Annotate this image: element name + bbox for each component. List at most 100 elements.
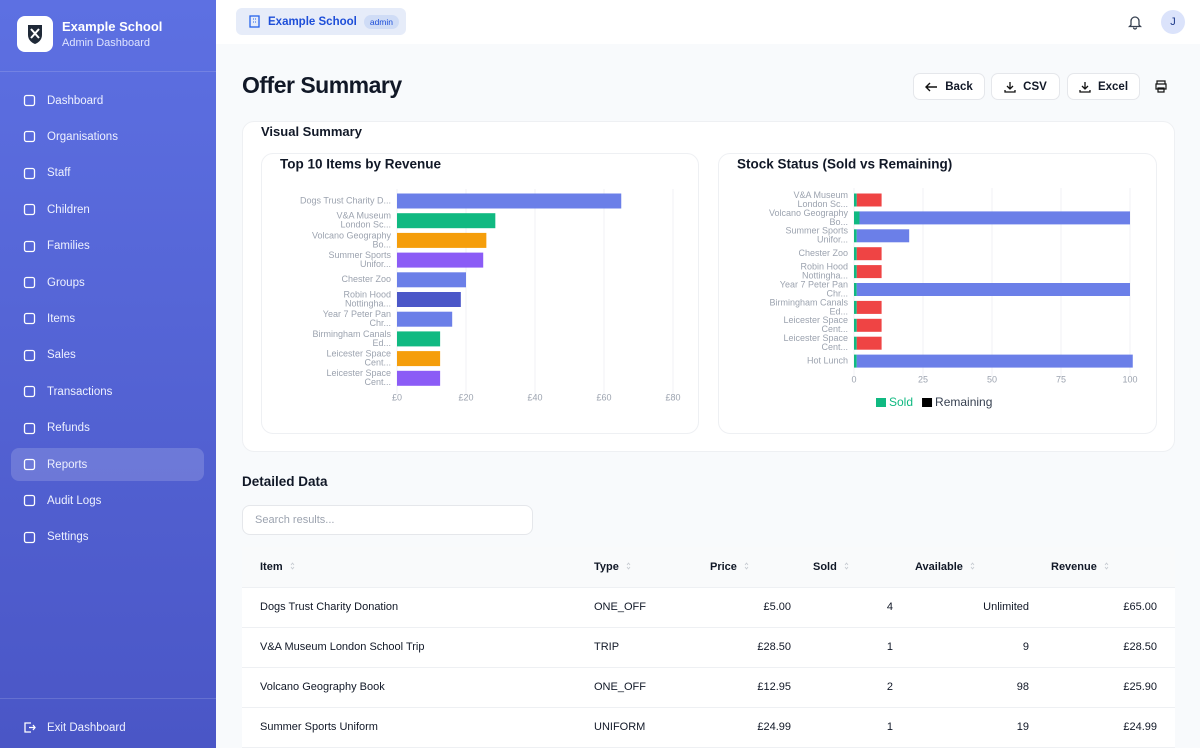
nav-label: Items [47,312,76,325]
table-row: Dogs Trust Charity Donation ONE_OFF £5.00 4… [242,587,1175,628]
y-tick-label: Volcano Geography [312,230,392,240]
table-cell: TRIP [576,627,688,668]
table-cell: 2 [791,667,893,708]
y-tick-label: Leicester Space [783,333,848,343]
nav-item[interactable]: Children [11,193,204,226]
y-tick-label: Cent... [821,342,848,352]
bar-segment [856,193,882,207]
table-cell: £28.50 [688,627,791,668]
y-tick-label: V&A Museum [793,190,848,200]
y-tick-label: Chester Zoo [341,274,391,284]
table-cell: ONE_OFF [576,587,688,628]
x-tick-label: £80 [665,392,680,402]
y-tick-label: Cent... [821,324,848,334]
nav-item[interactable]: Reports [11,448,204,481]
y-tick-label: Birmingham Canals [769,297,848,307]
table-cell: Dogs Trust Charity Donation [242,587,576,628]
column-header[interactable]: Type [576,547,688,588]
nav-item[interactable]: Organisations [11,120,204,153]
table-cell: V&A Museum London School Trip [242,627,576,668]
bar [397,292,461,307]
nav-item[interactable]: Dashboard [11,84,204,117]
bar-segment [854,265,857,279]
nav-item[interactable]: Staff [11,157,204,190]
sidebar: Example School Admin Dashboard Dashboard… [0,0,216,748]
y-tick-label: Chester Zoo [798,248,848,258]
table-cell: £24.99 [1029,707,1175,748]
nav-item[interactable]: Items [11,302,204,335]
search-input[interactable]: Search results... [242,505,533,535]
section-title: Detailed Data [242,474,328,489]
nav-item[interactable]: Sales [11,339,204,372]
back-button[interactable]: Back [913,73,985,100]
button-label: Back [945,80,973,93]
nav-label: Groups [47,276,85,289]
nav-label: Children [47,203,90,216]
nav-label: Dashboard [47,94,104,107]
exit-link[interactable]: Exit Dashboard [11,711,204,744]
bar [397,272,466,288]
excel-button[interactable]: Excel [1067,73,1140,100]
data-table: Item Type Price Sold Available Revenue Dogs Tr… [242,547,1175,748]
bell-icon[interactable] [1128,14,1142,30]
column-header[interactable]: Item [242,547,576,588]
nav-label: Settings [47,531,89,544]
button-label: Excel [1097,80,1129,93]
table-row: Volcano Geography Book ONE_OFF £12.95 2 98 £2… [242,667,1175,708]
bar-segment [856,247,882,261]
x-tick-label: 25 [918,374,928,384]
school-subtitle: Admin Dashboard [62,37,151,49]
table-cell: 98 [893,667,1029,708]
column-label: Sold [813,560,837,573]
table-card: Item Type Price Sold Available Revenue Dogs Tr… [242,547,1175,748]
bar [397,213,496,229]
table-row: V&A Museum London School Trip TRIP £28.50 1… [242,627,1175,668]
y-tick-label: Chr... [826,288,848,298]
print-icon[interactable] [1154,80,1168,93]
nav-label: Transactions [47,385,113,398]
table-cell: £28.50 [1029,627,1175,668]
bar-segment [854,229,857,243]
table-cell: Volcano Geography Book [242,667,576,708]
column-label: Type [594,560,619,573]
y-tick-label: Cent... [364,377,391,387]
nav-item[interactable]: Settings [11,521,204,554]
y-tick-label: Nottingha... [802,270,848,280]
y-tick-label: London Sc... [797,199,848,209]
table-cell: UNIFORM [576,707,688,748]
avatar[interactable]: J [1161,10,1185,34]
y-tick-label: Dogs Trust Charity D... [300,195,391,205]
csv-button[interactable]: CSV [991,73,1060,100]
chip-school: Example School [268,15,357,28]
y-tick-label: Summer Sports [328,250,391,260]
y-tick-label: Robin Hood [343,289,391,299]
y-tick-label: Birmingham Canals [312,329,391,339]
legend-label: Remaining [935,395,992,409]
column-header[interactable]: Sold [791,547,893,588]
role-badge: admin [363,14,399,29]
column-header[interactable]: Available [893,547,1029,588]
bar-segment [854,318,857,332]
bar-segment [856,265,882,279]
nav-item[interactable]: Families [11,230,204,263]
bar-segment [854,283,857,296]
nav-label: Staff [47,167,71,180]
school-chip[interactable]: Example School admin [236,8,406,35]
nav-item[interactable]: Transactions [11,375,204,408]
bar [397,252,484,268]
y-tick-label: Robin Hood [800,261,848,271]
y-tick-label: Hot Lunch [807,355,848,365]
nav-item[interactable]: Refunds [11,412,204,445]
table-cell: 1 [791,707,893,748]
nav-item[interactable]: Audit Logs [11,484,204,517]
column-header[interactable]: Price [688,547,791,588]
nav-item[interactable]: Groups [11,266,204,299]
y-tick-label: V&A Museum [336,211,391,221]
y-tick-label: Leicester Space [326,348,391,358]
bar-segment [856,318,882,332]
column-header[interactable]: Revenue [1029,547,1175,588]
table-cell: £25.90 [1029,667,1175,708]
legend-swatch [922,398,933,407]
table-cell: 19 [893,707,1029,748]
